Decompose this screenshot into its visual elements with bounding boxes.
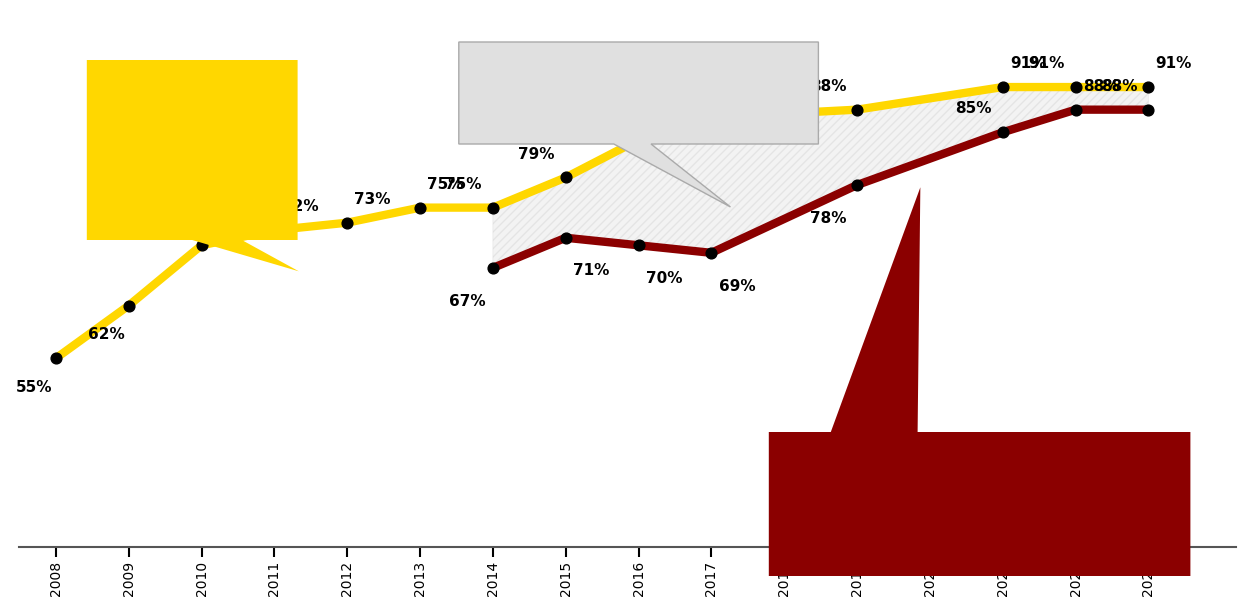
Text: 71%: 71% [573,263,609,278]
Text: 88%: 88% [810,79,846,94]
Text: 79%: 79% [518,146,554,161]
Point [46,353,66,363]
Text: 91%: 91% [1011,56,1047,71]
Point [556,173,575,182]
Text: 70%: 70% [646,271,682,286]
Point [847,105,867,115]
Text: 84%: 84% [591,109,627,124]
Text: 88%: 88% [1083,79,1120,94]
Point [1065,105,1085,115]
Text: Connected through
desktop/laptop/tablet: Connected through desktop/laptop/tablet [869,485,1090,523]
Text: 75%: 75% [428,177,464,192]
Text: Overall
connected: Overall connected [140,119,244,157]
Text: 87%: 87% [663,86,701,101]
Point [482,203,502,212]
Text: 72%: 72% [281,199,319,214]
Text: 73%: 73% [355,192,391,207]
Point [556,233,575,242]
Text: 91%: 91% [1028,56,1065,71]
Text: Smartphone only: Smartphone only [544,83,733,103]
Point [1138,105,1158,115]
Text: 55%: 55% [16,380,52,395]
Point [993,127,1013,137]
Point [192,241,212,250]
Point [482,263,502,272]
Point [629,135,649,145]
Point [337,218,357,227]
Point [410,203,430,212]
Text: 91%: 91% [1156,56,1192,71]
Point [1065,82,1085,92]
Point [847,180,867,190]
Text: 75%: 75% [445,177,482,192]
Point [1138,82,1158,92]
Text: 62%: 62% [88,328,125,343]
Text: 88%: 88% [1101,79,1137,94]
Point [629,241,649,250]
Text: 85%: 85% [955,101,992,116]
Text: 78%: 78% [810,211,846,226]
Point [702,112,722,122]
Point [264,226,284,235]
Text: 69%: 69% [719,278,755,293]
Point [993,82,1013,92]
Text: 70%: 70% [154,214,191,229]
Point [119,301,139,310]
Point [702,248,722,257]
Text: 67%: 67% [449,293,486,308]
